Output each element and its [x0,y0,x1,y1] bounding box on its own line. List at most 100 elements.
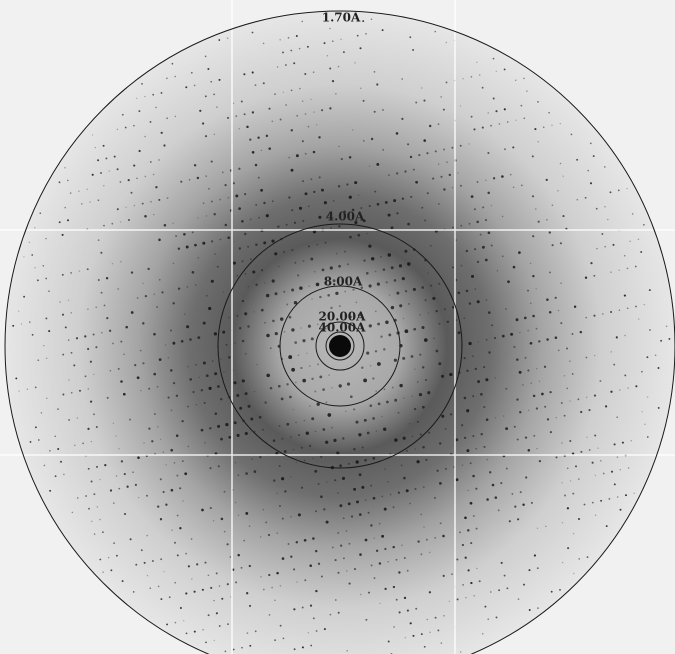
spot [108,557,110,559]
spot [329,28,331,30]
spot [144,215,147,218]
spot [299,207,302,210]
spot [242,300,244,302]
spot [211,201,213,203]
spot [519,371,522,374]
spot [118,448,119,449]
spot [340,39,341,40]
spot [145,176,147,178]
spot [242,260,244,262]
spot [402,277,405,280]
spot [422,366,424,368]
spot [342,437,344,439]
spot [249,525,251,527]
spot [315,510,317,512]
spot [161,92,163,94]
spot [280,119,282,121]
spot [530,263,532,265]
spot [225,423,228,426]
spot [356,302,358,304]
spot [470,542,472,544]
spot [384,508,387,511]
spot [530,342,533,345]
spot [393,586,395,588]
spot [131,311,134,314]
spot [446,42,447,43]
spot [171,409,173,411]
spot [386,401,389,404]
spot [521,105,523,107]
spot [131,271,133,273]
spot [153,373,156,376]
spot [517,438,519,440]
spot [339,305,341,307]
spot [227,117,229,119]
spot [475,368,477,370]
spot [423,486,425,488]
spot [95,306,97,308]
spot [333,200,335,202]
spot [437,629,439,631]
spot [459,531,461,533]
spot [336,253,338,255]
spot [513,346,515,348]
spot [466,290,469,293]
spot [377,323,380,326]
spot [429,125,431,127]
spot [537,607,539,609]
spot [97,159,99,161]
spot [147,268,149,270]
spot [101,332,103,334]
spot [172,302,174,304]
spot [415,448,417,450]
spot [125,326,128,329]
spot [34,267,35,268]
spot [504,68,506,70]
spot [29,321,31,323]
spot [365,499,367,501]
spot [220,239,222,241]
spot [586,437,587,438]
spot [633,493,634,494]
spot [154,413,156,415]
spot [467,569,469,571]
spot [269,614,271,616]
spot [264,401,266,403]
spot [303,260,305,262]
spot [532,315,535,318]
spot [158,586,160,588]
spot [35,426,37,428]
spot [640,251,642,253]
spot [564,415,566,417]
spot [174,582,176,584]
spot [191,578,192,579]
spot [198,377,199,378]
spot [266,135,268,137]
spot [384,388,386,390]
spot [426,539,428,541]
spot [616,336,618,338]
spot [427,619,429,621]
spot [488,231,491,234]
spot [265,521,267,523]
spot [407,570,409,572]
spot [321,575,323,577]
spot [158,239,161,242]
spot [595,475,596,476]
spot [218,39,220,41]
spot [311,298,312,299]
spot [464,317,466,319]
spot [422,446,425,449]
spot [46,397,48,399]
spot [520,491,522,493]
spot [415,102,417,104]
spot [600,500,602,502]
spot [178,288,180,290]
spot [182,460,184,462]
spot [473,128,475,130]
spot [138,110,140,112]
spot [273,439,276,442]
spot [616,416,618,418]
spot [184,313,186,315]
spot [209,427,211,429]
